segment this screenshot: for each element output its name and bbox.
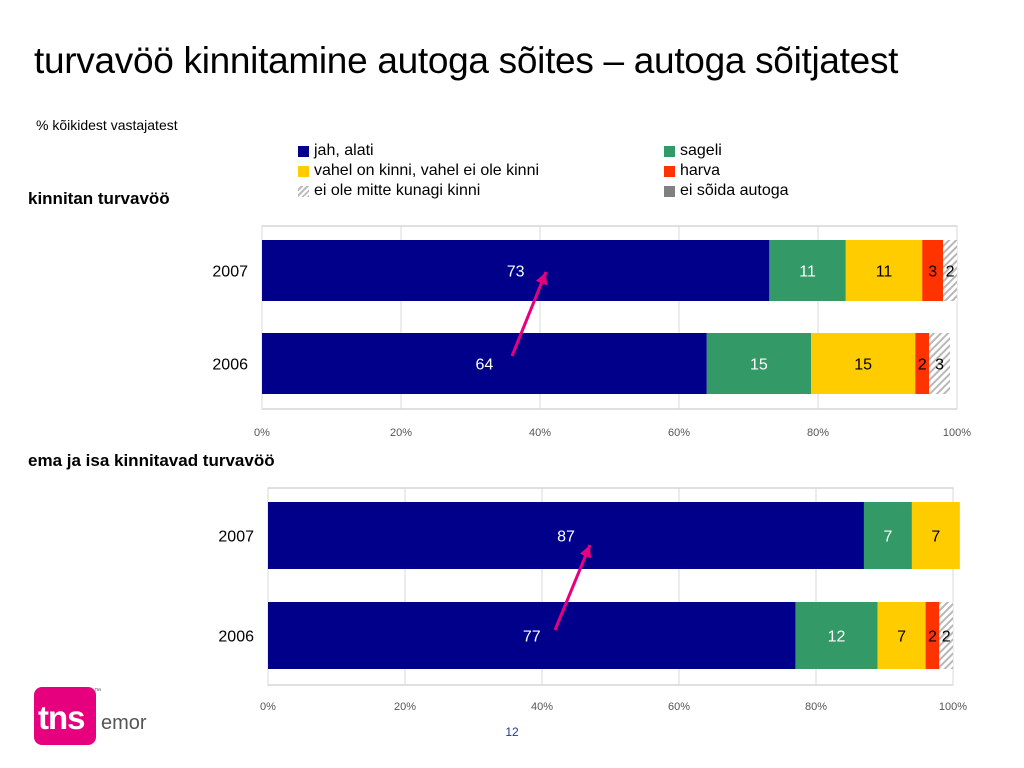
data-label: 7 bbox=[931, 529, 940, 546]
page-number: 12 bbox=[505, 725, 519, 739]
x-tick-label: 40% bbox=[531, 701, 553, 713]
bar-segment bbox=[706, 333, 812, 394]
legend-swatch bbox=[298, 145, 309, 157]
legend-item-jah-alati: jah, alati bbox=[298, 142, 374, 160]
legend-swatch bbox=[298, 165, 309, 177]
bar-segment bbox=[929, 333, 951, 394]
svg-text:emor: emor bbox=[101, 712, 147, 734]
bar-segment bbox=[845, 240, 923, 301]
chart-subtitle: % kõikidest vastajatest bbox=[36, 117, 178, 133]
legend-item-sageli: sageli bbox=[664, 142, 722, 160]
tns-emor-logo-mark: tns emor ™ bbox=[34, 685, 147, 747]
legend-swatch bbox=[298, 185, 309, 197]
data-label: 2 bbox=[942, 629, 951, 646]
bar-segment bbox=[811, 333, 916, 394]
bar-segment bbox=[877, 602, 926, 669]
data-label: 87 bbox=[557, 529, 575, 546]
data-label: 15 bbox=[854, 357, 872, 374]
bar-segment bbox=[769, 240, 846, 301]
chart-1-title: kinnitan turvavöö bbox=[28, 189, 170, 208]
x-tick-label: 100% bbox=[939, 701, 967, 713]
legend-label: ei sõida autoga bbox=[680, 182, 789, 199]
x-tick-label: 60% bbox=[668, 427, 690, 439]
legend-item-vahel: vahel on kinni, vahel ei ole kinni bbox=[298, 162, 539, 180]
data-label: 64 bbox=[476, 357, 494, 374]
data-label: 15 bbox=[750, 357, 768, 374]
x-tick-label: 0% bbox=[254, 427, 270, 439]
bar-segment bbox=[939, 602, 953, 669]
category-label: 2006 bbox=[218, 629, 254, 646]
legend-swatch bbox=[664, 185, 675, 197]
svg-text:™: ™ bbox=[94, 688, 101, 695]
data-label: 77 bbox=[523, 629, 541, 646]
data-label: 3 bbox=[935, 357, 944, 374]
category-label: 2006 bbox=[212, 357, 248, 374]
bar-segment bbox=[268, 502, 864, 569]
bar-segment bbox=[863, 502, 912, 569]
tns-emor-logo: tns emor ™ bbox=[34, 685, 149, 752]
trend-arrow-head bbox=[535, 272, 548, 286]
x-tick-label: 20% bbox=[390, 427, 412, 439]
trend-arrow bbox=[553, 544, 592, 631]
legend-item-ei-ole: ei ole mitte kunagi kinni bbox=[298, 182, 480, 200]
data-label: 11 bbox=[876, 264, 893, 281]
data-label: 2 bbox=[928, 629, 937, 646]
legend-item-ei-soida: ei sõida autoga bbox=[664, 182, 789, 200]
data-label: 12 bbox=[828, 629, 846, 646]
chart-2-title: ema ja isa kinnitavad turvavöö bbox=[28, 451, 275, 470]
x-tick-label: 80% bbox=[805, 701, 827, 713]
bar-segment bbox=[911, 502, 960, 569]
legend-label: harva bbox=[680, 162, 721, 179]
legend-label: jah, alati bbox=[314, 142, 374, 159]
bar-segment bbox=[925, 602, 940, 669]
x-tick-label: 100% bbox=[943, 427, 971, 439]
legend-swatch bbox=[664, 165, 675, 177]
trend-arrow-head bbox=[579, 545, 591, 559]
data-label: 7 bbox=[897, 629, 906, 646]
bar-segment bbox=[262, 240, 770, 301]
x-tick-label: 60% bbox=[668, 701, 690, 713]
data-label: 73 bbox=[507, 264, 525, 281]
legend-label: ei ole mitte kunagi kinni bbox=[314, 182, 481, 199]
page-title: turvavöö kinnitamine autoga sõites – aut… bbox=[34, 40, 899, 81]
bar-segment bbox=[943, 240, 957, 301]
legend-swatch bbox=[664, 145, 675, 157]
data-label: 2 bbox=[946, 264, 955, 281]
x-tick-label: 0% bbox=[260, 701, 276, 713]
data-label: 11 bbox=[799, 264, 816, 281]
data-label: 7 bbox=[883, 529, 892, 546]
data-label: 2 bbox=[918, 357, 927, 374]
bar-segment bbox=[268, 602, 796, 669]
bar-segment bbox=[922, 240, 944, 301]
trend-arrow bbox=[510, 271, 548, 357]
legend-label: vahel on kinni, vahel ei ole kinni bbox=[314, 162, 540, 179]
x-tick-label: 40% bbox=[529, 427, 551, 439]
legend-label: sageli bbox=[680, 142, 722, 159]
legend-item-harva: harva bbox=[664, 162, 720, 180]
category-label: 2007 bbox=[212, 264, 248, 281]
x-tick-label: 80% bbox=[807, 427, 829, 439]
bar-segment bbox=[262, 333, 707, 394]
x-tick-label: 20% bbox=[394, 701, 416, 713]
bar-segment bbox=[915, 333, 930, 394]
bar-segment bbox=[795, 602, 878, 669]
data-label: 3 bbox=[928, 264, 937, 281]
category-label: 2007 bbox=[218, 529, 254, 546]
svg-text:tns: tns bbox=[38, 699, 85, 736]
